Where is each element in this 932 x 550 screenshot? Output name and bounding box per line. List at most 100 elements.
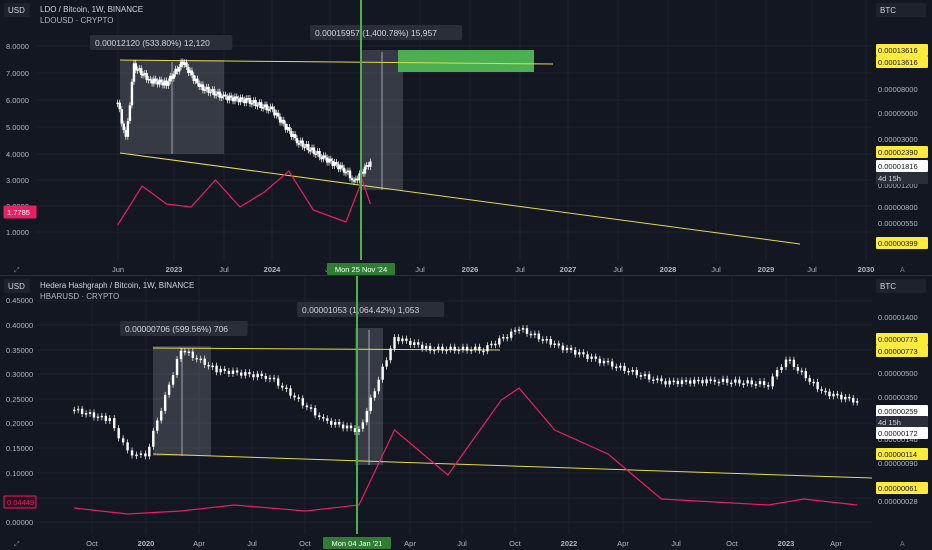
candle-body [405,338,408,341]
candle-body [449,346,452,350]
right-label-lower: 0.00000114 [878,450,917,459]
left-axis-tick: 0.35000 [6,346,33,355]
trendline [152,453,873,479]
candle-body [122,123,125,131]
right-axis-tick: 0.00005000 [878,109,918,118]
left-axis-tick: 0.15000 [6,444,33,453]
candle-body [152,430,155,447]
x-axis-tick: 2023 [778,539,795,548]
candle-body [767,385,770,387]
candle-body [73,409,76,412]
candle-body [344,171,348,174]
candle-body [693,379,696,384]
candle-body [167,384,171,395]
candle-body [138,68,141,70]
candle-body [832,393,835,397]
candle-body [313,408,317,416]
right-axis-tick: 0.00000550 [878,219,918,228]
candle-body [812,381,815,384]
candle-body [820,389,823,391]
candle-body [303,146,306,149]
candle-body [346,170,350,173]
candle-body [730,382,733,385]
candle-body [314,153,318,156]
candle-body [297,397,300,399]
ldo-chart-subtitle: LDOUSD · CRYPTO [40,16,114,25]
left-axis-tick: 0.10000 [6,469,33,478]
candle-body [800,370,804,373]
candle-body [276,112,280,117]
left-axis-tick: 6.0000 [6,96,29,105]
hbar-chart-canvas[interactable]: USD BTC 0.45000 0.40000 0.35000 0.30000 0.2500… [0,276,932,550]
candle-body [246,98,250,100]
candle-body [652,379,655,381]
measure-label-bg [120,321,248,336]
candle-body [734,379,737,383]
candle-body [840,394,843,400]
left-axis-tick: 0.20000 [6,419,33,428]
candle-body [353,428,357,432]
candle-body [256,105,259,107]
candle-body [176,68,179,72]
candle-body [397,337,400,342]
candle-body [844,396,847,400]
candle-body [672,380,675,383]
candle-body [281,385,284,388]
candle-body [639,375,643,377]
candle-body [126,442,129,451]
candle-body [224,94,227,97]
candle-body [413,342,416,345]
candle-body [381,366,384,380]
right-label-top_a: 0.00013616 [878,46,918,55]
candle-body [762,381,766,386]
candle-body [172,74,176,79]
candle-body [284,123,287,130]
candle-body [227,370,231,374]
candle-body [537,333,541,340]
currency-left: USD [8,6,25,15]
hbar-chart-panel[interactable]: USD BTC 0.45000 0.40000 0.35000 0.30000 0.2500… [0,276,932,550]
auto-scale-icon: A [900,267,905,274]
panel-divider[interactable] [0,275,932,276]
candle-body [248,372,251,375]
candle-body [195,357,198,360]
candle-body [758,381,762,385]
candle-body [282,119,286,124]
candle-body [656,378,659,381]
right-label-current-bg [876,405,928,417]
candle-body [337,164,340,170]
candle-body [293,134,297,139]
left-axis-tick: 3.0000 [6,176,29,185]
candle-body [771,376,774,387]
candle-body [216,91,220,95]
candle-body [322,155,325,160]
candle-body [170,75,174,79]
candle-body [557,343,560,346]
currency-right: BTC [880,6,896,15]
candle-body [804,370,807,379]
ldo-chart-canvas[interactable]: USD BTC 8.0000 7.0000 6.0000 5.0000 4.0000 3.00… [0,0,932,275]
x-axis-tick: Apr [617,539,629,548]
candle-body [159,79,163,83]
candle-body [354,178,358,181]
candle-body [211,365,214,368]
right-label-mid: 0.00000172 [878,429,918,438]
ldo-chart-title: LDO / Bitcoin, 1W, BINANCE [40,5,144,14]
candle-body [160,410,163,421]
hbar-chart-subtitle: HBARUSD · CRYPTO [40,292,120,301]
candle-body [828,391,831,397]
ldo-chart-panel[interactable]: USD BTC 8.0000 7.0000 6.0000 5.0000 4.0000 3.00… [0,0,932,275]
candle-body [104,415,108,422]
right-axis-tick: 0.00008000 [878,85,918,94]
candle-body [631,370,634,372]
candle-body [167,81,170,86]
candle-body [754,384,758,386]
candle-body [816,382,819,390]
candle-body [156,420,159,431]
candle-body [80,408,84,415]
candle-body [309,407,313,409]
candle-body [183,62,186,65]
candle-body [369,161,372,167]
right-label-mid: 0.00002390 [878,148,918,157]
candle-body [150,80,154,84]
